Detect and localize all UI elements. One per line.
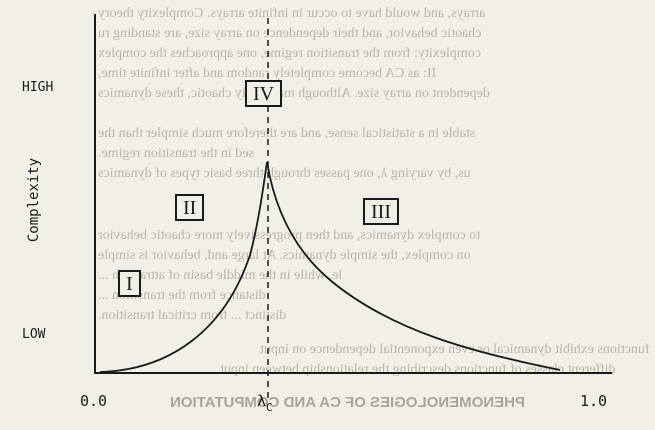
region-1-box: I: [118, 270, 141, 297]
complexity-curve-right: [266, 161, 561, 371]
y-low-label: LOW: [22, 327, 46, 342]
region-2-box: II: [175, 194, 205, 221]
critical-lambda-symbol: λ: [257, 392, 267, 410]
complexity-curve-left: [99, 161, 268, 373]
x-tick-critical: λC: [257, 392, 273, 414]
y-axis-title: Complexity: [26, 157, 42, 243]
x-tick-start: 0.0: [80, 392, 108, 410]
critical-lambda-subscript: C: [266, 401, 273, 414]
region-4-box: IV: [245, 80, 283, 107]
region-3-box: III: [363, 198, 399, 225]
x-tick-end: 1.0: [580, 392, 608, 410]
y-high-label: HIGH: [22, 80, 54, 95]
